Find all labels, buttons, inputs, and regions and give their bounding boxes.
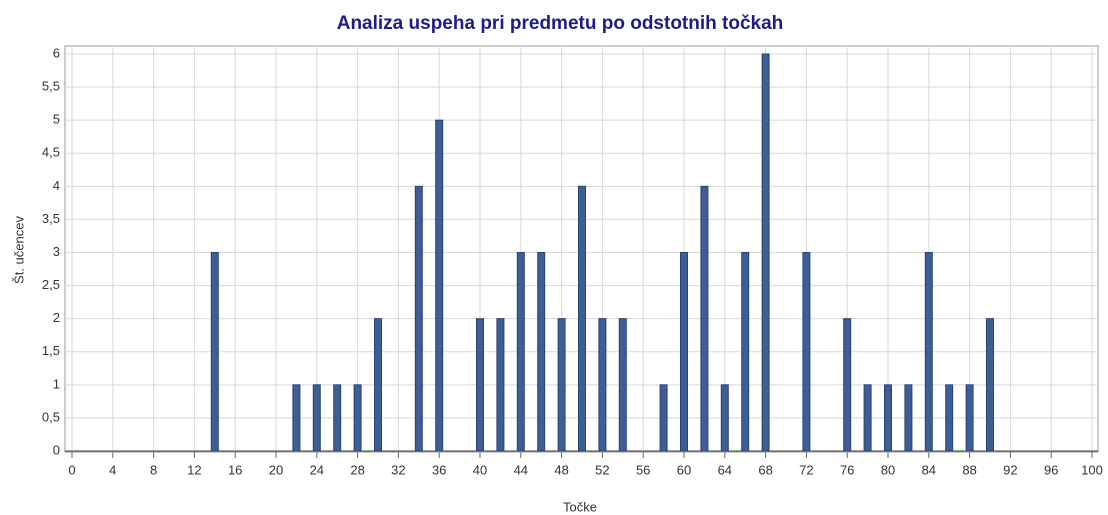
- bar: [435, 119, 444, 452]
- bar: [557, 318, 566, 452]
- y-tick-label: 6: [53, 45, 60, 60]
- x-tick-label: 40: [473, 462, 487, 477]
- x-tick-label: 68: [758, 462, 772, 477]
- bar: [802, 252, 811, 452]
- bar: [904, 384, 913, 452]
- bar: [700, 185, 709, 452]
- bar: [537, 252, 546, 452]
- bar: [333, 384, 342, 452]
- y-tick-label: 5,5: [42, 79, 60, 94]
- y-tick-label: 0: [53, 442, 60, 457]
- y-tick-label: 1: [53, 376, 60, 391]
- bar: [986, 318, 994, 452]
- bar: [516, 252, 525, 452]
- bar: [884, 384, 892, 452]
- bar: [618, 318, 627, 452]
- x-tick-label: 60: [677, 462, 691, 477]
- x-tick-label: 80: [881, 462, 895, 477]
- y-tick-label: 2,5: [42, 277, 60, 292]
- bar: [374, 318, 382, 452]
- bar: [292, 384, 301, 452]
- x-tick-label: 100: [1081, 462, 1103, 477]
- x-tick-label: 88: [962, 462, 976, 477]
- x-tick-label: 36: [432, 462, 446, 477]
- y-tick-label: 4: [53, 178, 60, 193]
- y-tick-label: 0,5: [42, 409, 60, 424]
- x-tick-label: 0: [68, 462, 75, 477]
- y-tick-label: 3,5: [42, 211, 60, 226]
- bar: [761, 53, 770, 452]
- y-tick-label: 3: [53, 244, 60, 259]
- bar: [578, 185, 586, 452]
- x-tick-label: 56: [636, 462, 650, 477]
- x-axis-label: Točke: [563, 499, 597, 514]
- y-tick-label: 2: [53, 310, 60, 325]
- x-tick-label: 24: [310, 462, 324, 477]
- bar: [476, 318, 484, 452]
- x-tick-label: 76: [840, 462, 854, 477]
- y-axis-label: Št. učencev: [11, 216, 26, 284]
- x-tick-label: 84: [922, 462, 936, 477]
- bar: [680, 252, 688, 452]
- y-tick-label: 5: [53, 112, 60, 127]
- x-tick-label: 72: [799, 462, 813, 477]
- bar: [843, 318, 852, 452]
- x-tick-label: 8: [150, 462, 157, 477]
- x-tick-label: 96: [1044, 462, 1058, 477]
- chart-title: Analiza uspeha pri predmetu po odstotnih…: [337, 13, 784, 34]
- x-tick-label: 12: [187, 462, 201, 477]
- x-tick-label: 28: [350, 462, 364, 477]
- bar: [414, 185, 423, 452]
- bar: [312, 384, 321, 452]
- x-tick-label: 92: [1003, 462, 1017, 477]
- bar: [863, 384, 872, 452]
- bar: [965, 384, 974, 452]
- x-tick-label: 32: [391, 462, 405, 477]
- bar: [924, 252, 933, 452]
- x-tick-label: 48: [554, 462, 568, 477]
- x-tick-label: 64: [718, 462, 732, 477]
- y-tick-label: 4,5: [42, 145, 60, 160]
- x-tick-label: 44: [514, 462, 528, 477]
- bar: [598, 318, 607, 452]
- x-tick-label: 52: [595, 462, 609, 477]
- bar: [945, 384, 954, 452]
- bar: [210, 252, 219, 452]
- bar: [659, 384, 668, 452]
- y-tick-label: 1,5: [42, 343, 60, 358]
- bar: [720, 384, 729, 452]
- bar: [496, 318, 505, 452]
- x-tick-label: 16: [228, 462, 242, 477]
- x-tick-label: 4: [109, 462, 116, 477]
- x-tick-label: 20: [269, 462, 283, 477]
- bar: [741, 252, 750, 452]
- bar: [353, 384, 362, 452]
